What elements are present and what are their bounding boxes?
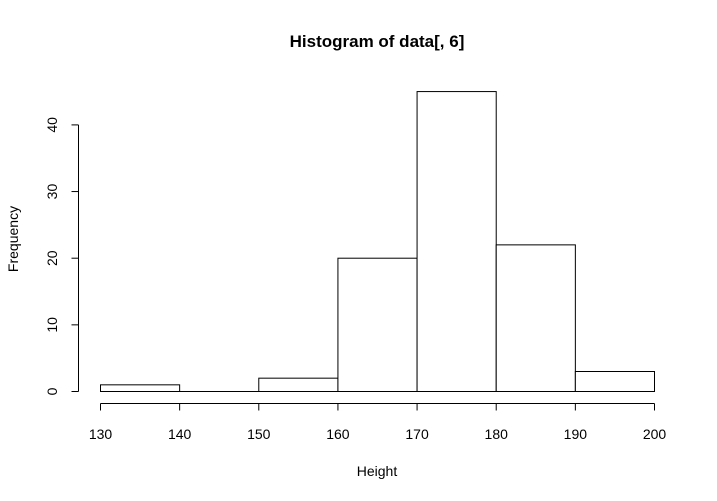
y-tick-label: 20 bbox=[44, 250, 60, 266]
x-tick-label: 130 bbox=[89, 426, 113, 442]
histogram-bar-150-160 bbox=[258, 377, 339, 393]
histogram-bar-190-200 bbox=[574, 371, 655, 393]
bars-group bbox=[100, 91, 655, 393]
histogram-bar-170-180 bbox=[416, 91, 497, 392]
y-axis: 0 10 20 30 40 bbox=[44, 117, 79, 395]
x-axis-label: Height bbox=[357, 463, 398, 479]
y-tick-label: 0 bbox=[44, 387, 60, 395]
x-axis: 130 140 150 160 170 180 190 200 bbox=[89, 403, 667, 442]
x-tick-label: 140 bbox=[168, 426, 192, 442]
x-tick-label: 200 bbox=[643, 426, 667, 442]
histogram-bar-160-170 bbox=[337, 257, 418, 393]
y-tick-label: 40 bbox=[44, 117, 60, 133]
x-tick-label: 170 bbox=[405, 426, 429, 442]
x-tick-label: 150 bbox=[247, 426, 271, 442]
x-tick-label: 180 bbox=[485, 426, 509, 442]
y-tick-label: 10 bbox=[44, 317, 60, 333]
y-tick-label: 30 bbox=[44, 184, 60, 200]
x-tick-label: 190 bbox=[564, 426, 588, 442]
histogram-bar-130-140 bbox=[100, 384, 181, 392]
histogram-bar-180-190 bbox=[495, 244, 576, 392]
chart-title: Histogram of data[, 6] bbox=[290, 32, 465, 51]
x-tick-label: 160 bbox=[326, 426, 350, 442]
y-axis-label: Frequency bbox=[5, 206, 21, 272]
